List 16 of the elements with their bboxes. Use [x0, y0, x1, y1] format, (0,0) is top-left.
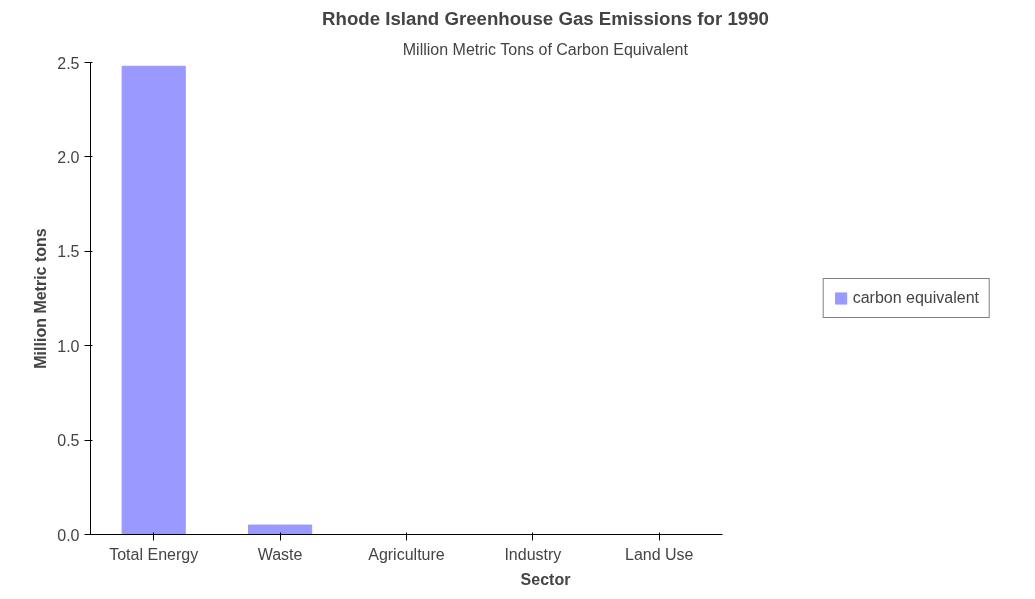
x-axis-title: Sector [520, 570, 571, 588]
x-tick-label: Total Energy [109, 545, 199, 563]
chart-subtitle: Million Metric Tons of Carbon Equivalent [402, 40, 689, 58]
y-tick-label: 2.5 [57, 54, 80, 72]
x-tick-label: Agriculture [368, 545, 445, 563]
y-tick-label: 1.0 [57, 337, 80, 355]
y-tick-label: 0.0 [57, 526, 80, 544]
x-tick-label: Waste [257, 545, 303, 563]
y-tick-label: 1.5 [57, 243, 80, 261]
y-axis-title: Million Metric tons [32, 228, 50, 369]
y-tick-label: 2.0 [57, 148, 80, 166]
x-tick-label: Land Use [625, 545, 694, 563]
chart-title: Rhode Island Greenhouse Gas Emissions for 1990 [322, 7, 769, 29]
x-tick-label: Industry [504, 545, 562, 563]
y-tick-label: 0.5 [57, 432, 80, 450]
legend-label: carbon equivalent [852, 289, 979, 307]
